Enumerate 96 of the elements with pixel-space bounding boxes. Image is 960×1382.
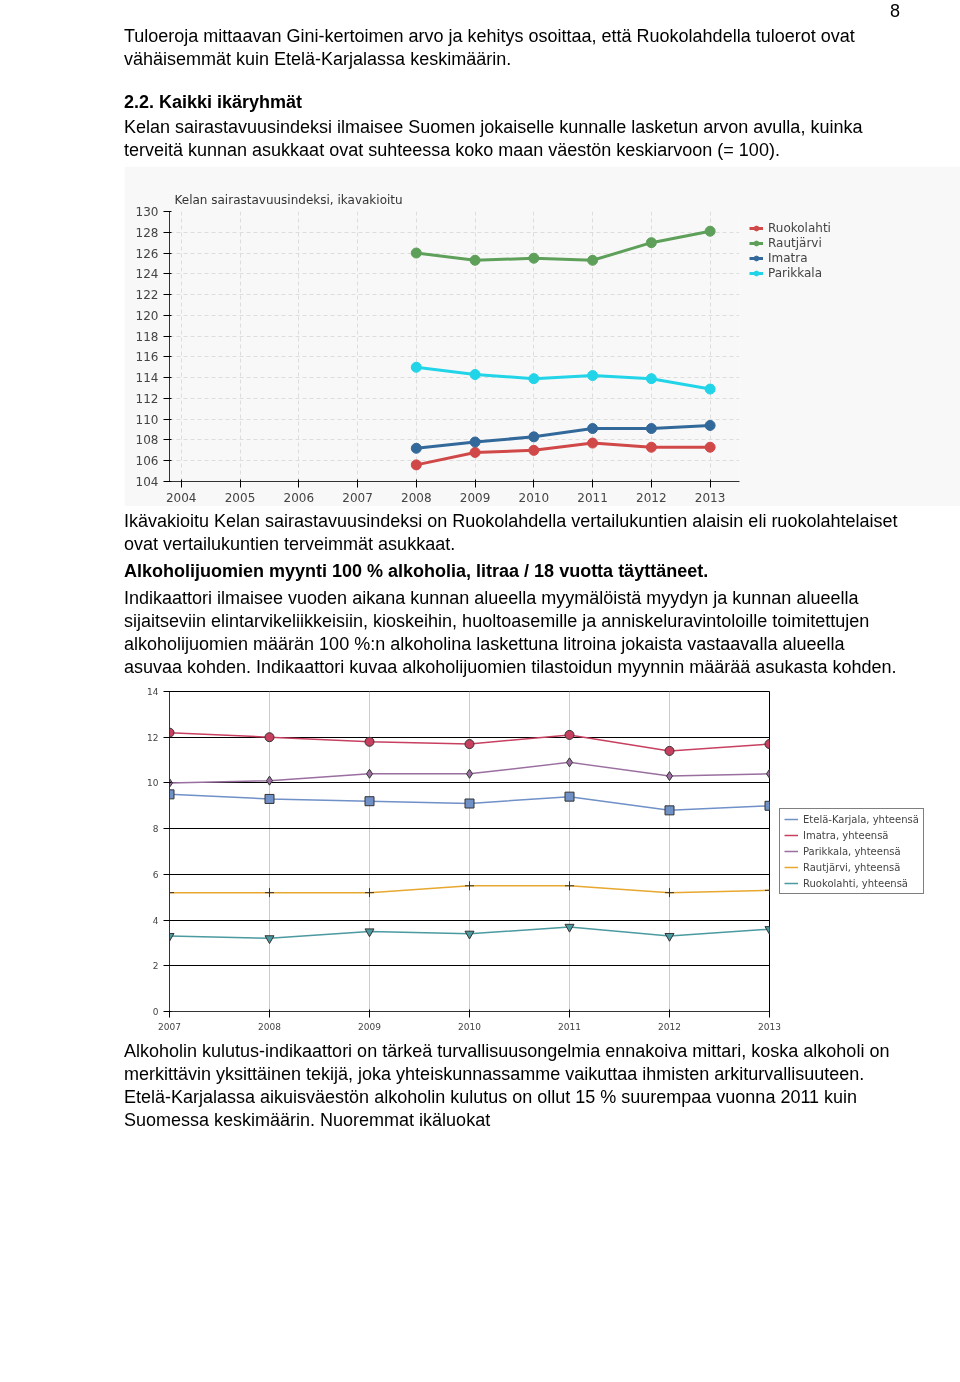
y-tick-label: 14 <box>147 687 159 697</box>
legend-label: Rautjärvi, yhteensä <box>803 861 901 873</box>
y-tick-label: 118 <box>135 329 159 344</box>
x-tick-label: 2011 <box>558 1021 581 1032</box>
x-tick-label: 2009 <box>358 1021 382 1032</box>
text: Kelan sairastavuusindeksi ilmaisee Suomen jokaiselle kunnalle lasketun arvon avulla, kuinka terveitä kunnan asukkaat ovat suhteessa koko maan väestön keskiarvoon (= 100). <box>124 116 864 162</box>
x-tick-label: 2007 <box>342 490 373 505</box>
point <box>564 729 575 740</box>
x-tick-label: 2013 <box>694 490 726 505</box>
y-tick-label: 106 <box>135 454 159 469</box>
point <box>469 446 481 458</box>
point <box>664 805 675 816</box>
x-tick-label: 2004 <box>165 490 197 505</box>
point <box>645 441 657 453</box>
point <box>364 928 375 938</box>
point <box>645 373 657 385</box>
y-tick-label: 2 <box>152 961 159 972</box>
y-tick-label: 116 <box>135 350 159 365</box>
text: 2.2. Kaikki ikäryhmät <box>124 91 303 114</box>
x-tick-label: 2005 <box>224 490 256 505</box>
point <box>264 793 275 804</box>
point <box>410 361 422 373</box>
point <box>645 237 657 249</box>
x-tick-label: 2013 <box>758 1021 781 1032</box>
y-tick-label: 10 <box>147 778 159 789</box>
point <box>528 252 540 264</box>
text: Alkoholin kulutus-indikaattori on tärkeä turvallisuusongelmia ennakoiva mittari, koska alkoholi on merkittävin yksittäinen tekijä, joka yhteiskunnassamme vaikuttaa ihmisten arkiturvallisuuteen. Etelä-Karjalassa aikuisväestön alkoholin kulutus on ollut 15 % suurempaa vuonna 2011 kuin Suomessa keskimäärin. Nuoremmat ikäluokat <box>124 1040 891 1132</box>
point <box>410 247 422 259</box>
point <box>664 932 675 942</box>
point <box>564 791 575 802</box>
legend-label: Rautjärvi <box>768 236 822 250</box>
point <box>704 383 716 395</box>
x-tick-label: 2012 <box>658 1021 681 1032</box>
point <box>364 796 375 807</box>
x-tick-label: 2008 <box>258 1021 282 1032</box>
x-tick-label: 2006 <box>283 490 315 505</box>
text: Alkoholijuomien myynti 100 % alkoholia, litraa / 18 vuotta täyttäneet. <box>124 560 709 583</box>
text: Indikaattori ilmaisee vuoden aikana kunnan alueella myymälöistä myydyn ja kunnan alueella sijaitseviin elintarvikeliikkeisiin, kioskeihin, huoltoasemille ja anniskeluravintoloille toimitettujen alkoholijuomien määrän 100 %:n alkoholina laskettuna litroina jokaista vastaavalla alueella asuvaa kohden. Indikaattori kuvaa alkoholijuomien tilastoidun myynnin määrää asukasta kohden. <box>124 587 898 679</box>
legend-label: Imatra <box>768 251 808 265</box>
x-tick-label: 2007 <box>158 1021 181 1032</box>
point <box>410 442 422 454</box>
point <box>587 437 599 449</box>
y-tick-label: 120 <box>135 308 159 323</box>
legend-label: Ruokolahti, yhteensä <box>803 877 908 889</box>
y-tick-label: 124 <box>135 267 159 282</box>
x-tick-label: 2010 <box>518 490 550 505</box>
point <box>664 745 675 756</box>
point <box>704 419 716 431</box>
point <box>410 459 422 471</box>
point <box>464 930 475 940</box>
x-tick-label: 2009 <box>459 490 491 505</box>
point <box>264 935 275 945</box>
y-tick-label: 8 <box>152 824 159 835</box>
legend-label: Parikkala, yhteensä <box>803 845 901 857</box>
y-tick-label: 4 <box>152 915 159 926</box>
y-tick-label: 130 <box>135 205 159 219</box>
legend-label: Parikkala <box>768 266 823 280</box>
text: 8 <box>890 0 901 23</box>
point <box>528 444 540 456</box>
y-tick-label: 110 <box>135 412 159 427</box>
legend-label: Etelä-Karjala, yhteensä <box>803 813 919 825</box>
y-tick-label: 128 <box>135 225 159 240</box>
legend-label: Ruokolahti <box>768 221 831 235</box>
point <box>364 736 375 747</box>
text: Ikävakioitu Kelan sairastavuusindeksi on Ruokolahdella vertailukuntien alaisin eli ruokolahtelaiset ovat vertailukuntien terveimmät asukkaat. <box>124 510 899 556</box>
x-tick-label: 2008 <box>401 490 432 505</box>
x-tick-label: 2011 <box>577 490 608 505</box>
y-tick-label: 12 <box>147 732 159 743</box>
point <box>704 225 716 237</box>
y-tick-label: 104 <box>135 475 159 489</box>
point <box>564 923 575 933</box>
point <box>464 739 475 750</box>
y-tick-label: 114 <box>135 371 159 386</box>
point <box>528 373 540 385</box>
point <box>264 732 275 743</box>
y-tick-label: 126 <box>135 246 159 261</box>
point <box>528 431 540 443</box>
point <box>469 436 481 448</box>
point <box>587 254 599 266</box>
point <box>645 423 657 435</box>
point <box>464 798 475 809</box>
chart-title: Kelan sairastavuusindeksi, ikavakioitu <box>174 192 403 207</box>
point <box>587 423 599 435</box>
y-tick-label: 6 <box>152 869 159 880</box>
y-tick-label: 0 <box>152 1007 159 1017</box>
x-tick-label: 2012 <box>636 490 667 505</box>
point <box>587 370 599 382</box>
x-tick-label: 2010 <box>458 1021 482 1032</box>
point <box>469 254 481 266</box>
point <box>704 441 716 453</box>
y-tick-label: 122 <box>135 288 159 303</box>
text: Tuloeroja mittaavan Gini-kertoimen arvo ja kehitys osoittaa, että Ruokolahdella tuloerot ovat vähäisemmät kuin Etelä-Karjalassa keskimäärin. <box>124 25 856 71</box>
y-tick-label: 112 <box>135 391 159 406</box>
legend-label: Imatra, yhteensä <box>803 829 889 841</box>
y-tick-label: 108 <box>135 433 159 448</box>
point <box>469 369 481 381</box>
